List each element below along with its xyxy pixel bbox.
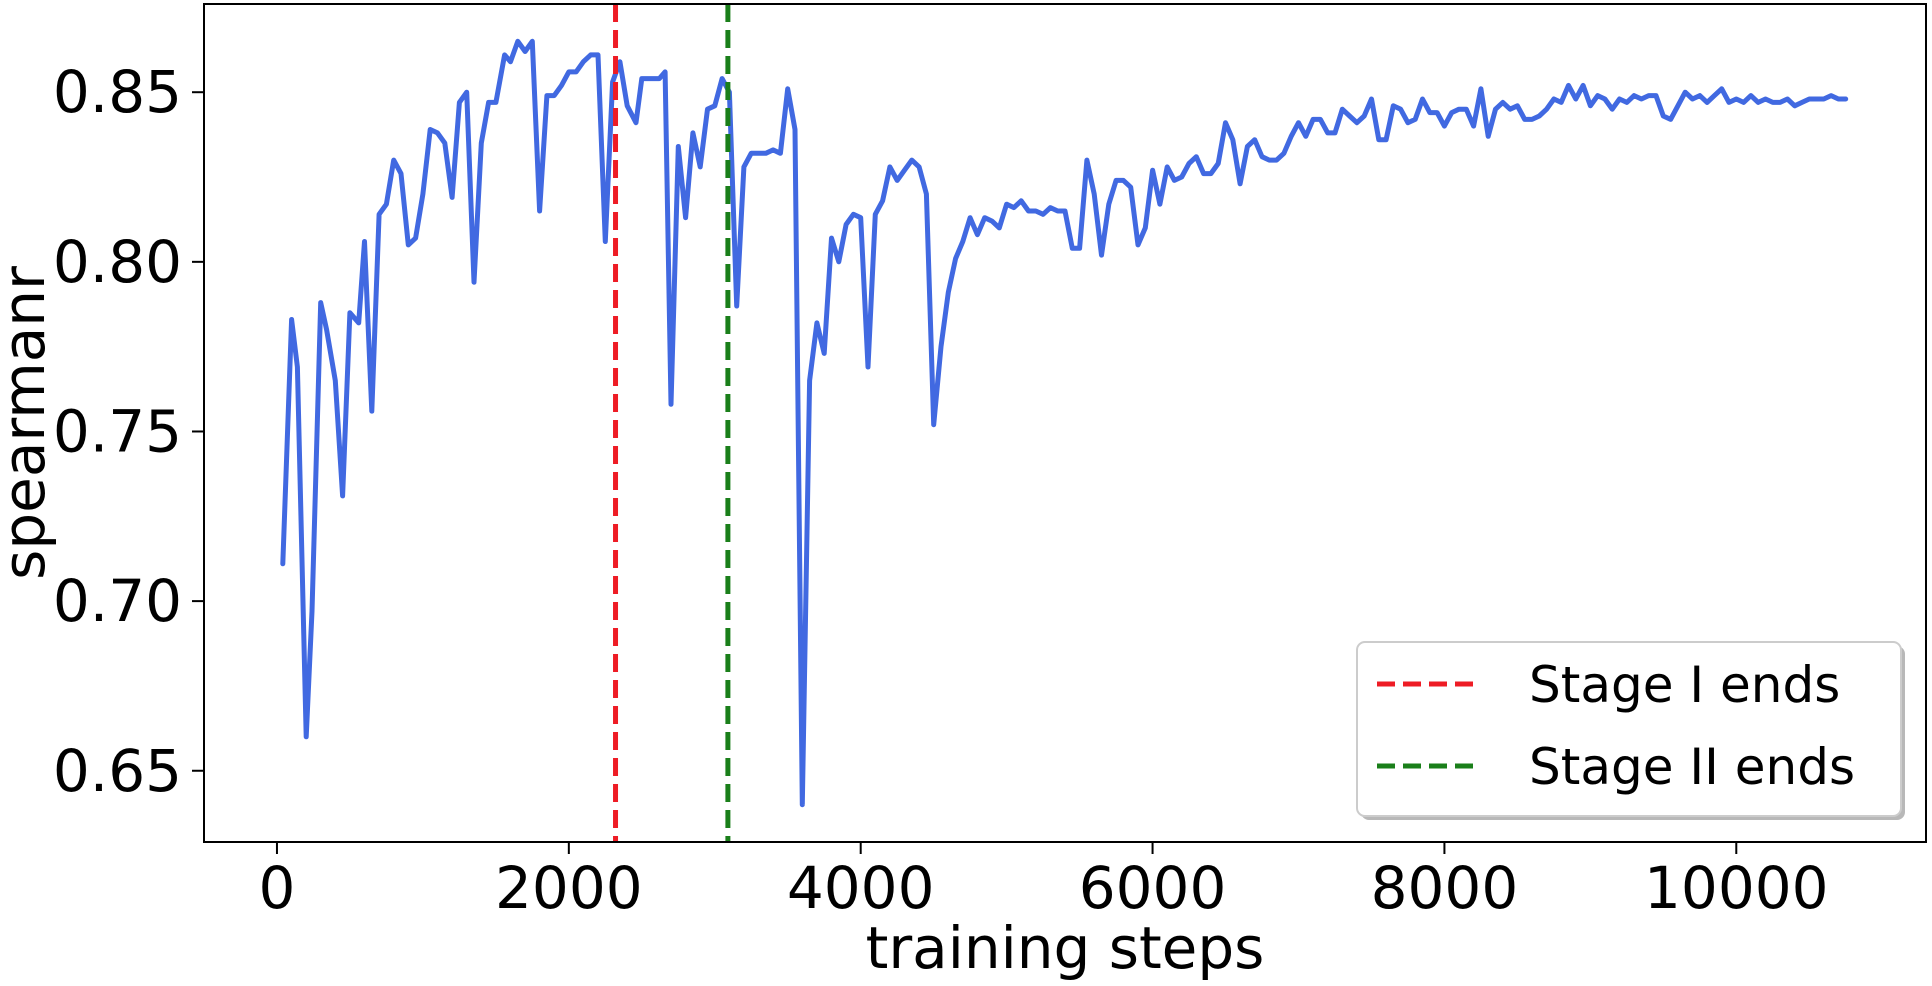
y-tick-label: 0.65 (53, 737, 182, 805)
plot-frame (203, 3, 1927, 843)
y-axis: 0.65 0.70 0.75 0.80 0.85 (53, 58, 204, 805)
y-tick-label: 0.85 (53, 58, 182, 126)
y-tick-label: 0.75 (53, 397, 182, 465)
x-tick-label: 8000 (1371, 854, 1519, 922)
x-axis: 0 2000 4000 6000 8000 10000 (259, 842, 1829, 922)
y-tick-label: 0.70 (53, 567, 182, 635)
x-tick-label: 4000 (787, 854, 935, 922)
legend-box (1356, 641, 1902, 817)
legend: Stage I ends Stage II ends (1356, 641, 1905, 820)
plot-area (280, 4, 1849, 842)
x-tick-label: 10000 (1644, 854, 1829, 922)
legend-label-1: Stage I ends (1529, 656, 1840, 714)
y-axis-title: spearmanr (0, 266, 58, 580)
y-tick-label: 0.80 (53, 228, 182, 296)
x-tick-label: 0 (259, 854, 296, 922)
x-tick-label: 2000 (495, 854, 643, 922)
legend-label-2: Stage II ends (1529, 738, 1855, 796)
x-tick-label: 6000 (1079, 854, 1227, 922)
x-axis-title: training steps (866, 914, 1265, 982)
series-line-0 (280, 38, 1849, 808)
